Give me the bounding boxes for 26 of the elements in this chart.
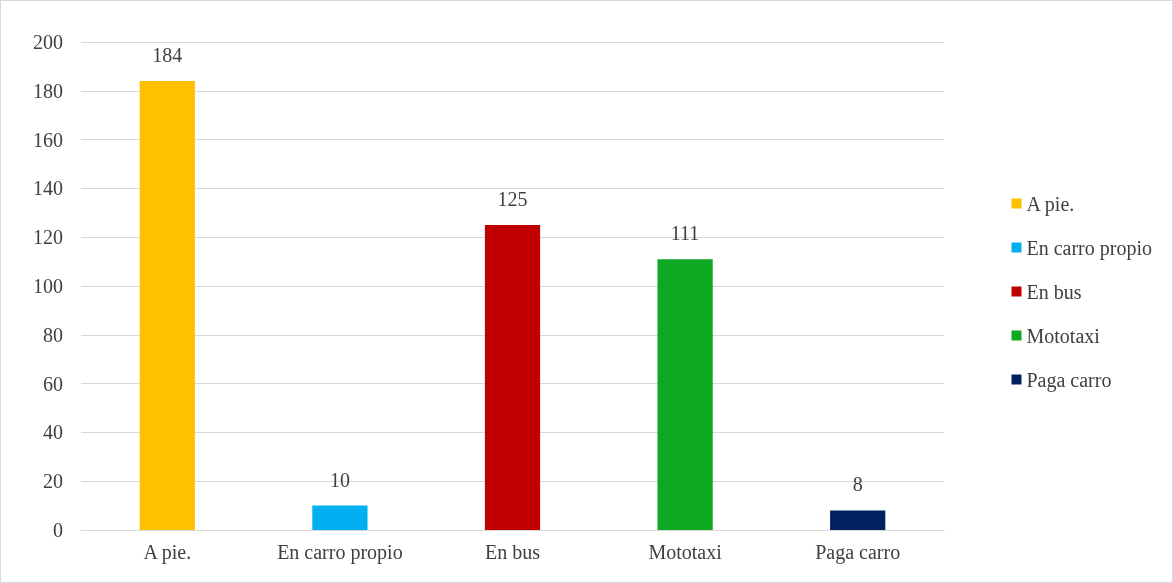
data-label: 8 [852, 473, 863, 496]
y-tick-label: 20 [43, 470, 63, 493]
legend-label: En bus [1026, 280, 1082, 303]
y-tick-label: 100 [33, 275, 63, 297]
y-tick-label: 140 [33, 177, 63, 200]
legend-label: En carro propio [1026, 236, 1153, 260]
y-tick-label: 0 [53, 519, 63, 541]
y-tick-label: 80 [43, 323, 63, 346]
data-label: 125 [497, 188, 528, 210]
x-tick-label: Mototaxi [648, 541, 723, 563]
y-tick-label: 120 [33, 226, 63, 249]
data-label: 10 [329, 468, 350, 491]
y-tick-label: 40 [43, 421, 63, 444]
legend-label: A pie. [1026, 192, 1075, 216]
data-label: 111 [670, 222, 700, 245]
y-tick-label: 60 [43, 372, 63, 395]
x-tick-label: Paga carro [815, 541, 901, 564]
legend-label: Mototaxi [1026, 324, 1101, 347]
y-tick-label: 180 [33, 79, 63, 102]
x-tick-label: En bus [485, 541, 541, 563]
y-tick-label: 200 [33, 31, 63, 53]
x-tick-label: En carro propio [277, 541, 403, 564]
y-tick-label: 160 [33, 128, 63, 151]
legend-label: Paga carro [1026, 368, 1112, 392]
data-label: 184 [152, 44, 183, 67]
x-tick-label: A pie. [143, 541, 192, 564]
